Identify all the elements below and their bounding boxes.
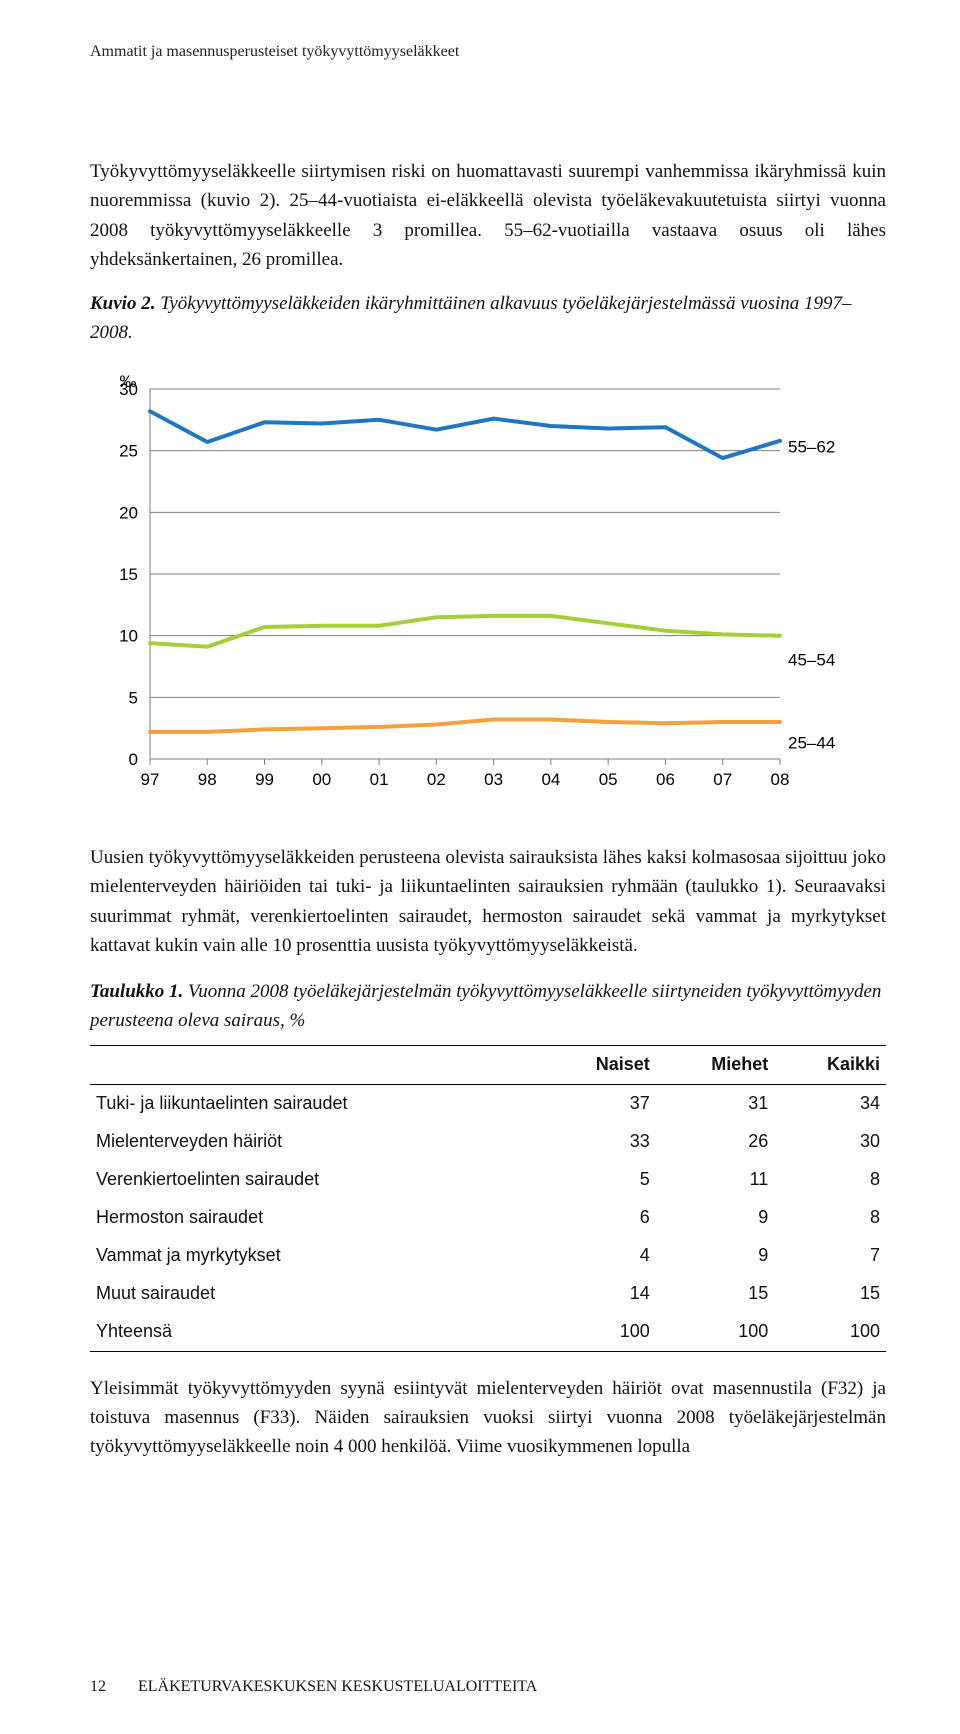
table-cell: 30: [774, 1123, 886, 1161]
taulukko1-caption: Taulukko 1. Vuonna 2008 työeläkejärjeste…: [90, 977, 886, 1036]
table-row-label: Verenkiertoelinten sairaudet: [90, 1161, 542, 1199]
table-cell: 6: [542, 1199, 655, 1237]
table-cell: 37: [542, 1085, 655, 1123]
table-cell: 14: [542, 1275, 655, 1313]
svg-text:98: 98: [198, 770, 217, 789]
svg-text:05: 05: [599, 770, 618, 789]
svg-text:08: 08: [771, 770, 790, 789]
running-header: Ammatit ja masennusperusteiset työkyvytt…: [90, 40, 886, 65]
svg-text:02: 02: [427, 770, 446, 789]
table-cell: 9: [656, 1237, 775, 1275]
table-cell: 100: [774, 1313, 886, 1351]
page-footer: 12 ELÄKETURVAKESKUKSEN KESKUSTELUALOITTE…: [90, 1675, 537, 1700]
table-cell: 100: [542, 1313, 655, 1351]
svg-text:06: 06: [656, 770, 675, 789]
table-cell: 8: [774, 1199, 886, 1237]
svg-text:99: 99: [255, 770, 274, 789]
taulukko1-label: Taulukko 1.: [90, 981, 183, 1002]
table-cell: 31: [656, 1085, 775, 1123]
svg-text:00: 00: [312, 770, 331, 789]
svg-text:0: 0: [129, 750, 138, 769]
table-header-miehet: Miehet: [656, 1046, 775, 1085]
table-row-label: Vammat ja myrkytykset: [90, 1237, 542, 1275]
table-header-blank: [90, 1046, 542, 1085]
table-row: Mielenterveyden häiriöt332630: [90, 1123, 886, 1161]
table-row: Muut sairaudet141515: [90, 1275, 886, 1313]
svg-text:15: 15: [119, 565, 138, 584]
table-row: Verenkiertoelinten sairaudet5118: [90, 1161, 886, 1199]
kuvio2-caption: Kuvio 2. Työkyvyttömyyseläkkeiden ikäryh…: [90, 289, 886, 348]
taulukko1-table: NaisetMiehetKaikki Tuki- ja liikuntaelin…: [90, 1045, 886, 1351]
footer-text: ELÄKETURVAKESKUKSEN KESKUSTELUALOITTEITA: [138, 1678, 537, 1695]
table-cell: 7: [774, 1237, 886, 1275]
kuvio2-caption-text: Työkyvyttömyyseläkkeiden ikäryhmittäinen…: [90, 293, 852, 343]
svg-text:5: 5: [129, 689, 138, 708]
table-cell: 15: [774, 1275, 886, 1313]
svg-text:45–54: 45–54: [788, 651, 835, 670]
svg-text:25–44: 25–44: [788, 734, 835, 753]
table-row: Hermoston sairaudet698: [90, 1199, 886, 1237]
svg-text:‰: ‰: [120, 372, 137, 391]
paragraph-tail: Yleisimmät työkyvyttömyyden syynä esiint…: [90, 1374, 886, 1462]
table-cell: 5: [542, 1161, 655, 1199]
table-row: Tuki- ja liikuntaelinten sairaudet373134: [90, 1085, 886, 1123]
table-row-label: Hermoston sairaudet: [90, 1199, 542, 1237]
kuvio2-chart-container: 051015202530979899000102030405060708‰55–…: [90, 369, 886, 808]
table-cell: 26: [656, 1123, 775, 1161]
taulukko1-caption-text: Vuonna 2008 työeläkejärjestelmän työkyvy…: [90, 981, 881, 1031]
table-header-row: NaisetMiehetKaikki: [90, 1046, 886, 1085]
table-header-kaikki: Kaikki: [774, 1046, 886, 1085]
svg-text:07: 07: [713, 770, 732, 789]
svg-text:20: 20: [119, 504, 138, 523]
paragraph-lead: Työkyvyttömyyseläkkeelle siirtymisen ris…: [90, 157, 886, 275]
table-cell: 34: [774, 1085, 886, 1123]
svg-text:55–62: 55–62: [788, 438, 835, 457]
table-cell: 8: [774, 1161, 886, 1199]
table-row: Vammat ja myrkytykset497: [90, 1237, 886, 1275]
kuvio2-chart: 051015202530979899000102030405060708‰55–…: [90, 369, 850, 799]
kuvio2-label: Kuvio 2.: [90, 293, 155, 314]
svg-text:97: 97: [141, 770, 160, 789]
table-row-label: Yhteensä: [90, 1313, 542, 1351]
svg-text:25: 25: [119, 442, 138, 461]
table-cell: 100: [656, 1313, 775, 1351]
svg-text:03: 03: [484, 770, 503, 789]
svg-text:04: 04: [541, 770, 560, 789]
page-number: 12: [90, 1678, 106, 1695]
table-cell: 11: [656, 1161, 775, 1199]
table-cell: 33: [542, 1123, 655, 1161]
table-cell: 9: [656, 1199, 775, 1237]
table-row-label: Muut sairaudet: [90, 1275, 542, 1313]
table-row-label: Tuki- ja liikuntaelinten sairaudet: [90, 1085, 542, 1123]
table-header-naiset: Naiset: [542, 1046, 655, 1085]
paragraph-mid: Uusien työkyvyttömyyseläkkeiden perustee…: [90, 843, 886, 961]
table-cell: 15: [656, 1275, 775, 1313]
svg-text:01: 01: [370, 770, 389, 789]
table-row-label: Mielenterveyden häiriöt: [90, 1123, 542, 1161]
table-row: Yhteensä100100100: [90, 1313, 886, 1351]
table-cell: 4: [542, 1237, 655, 1275]
svg-text:10: 10: [119, 627, 138, 646]
